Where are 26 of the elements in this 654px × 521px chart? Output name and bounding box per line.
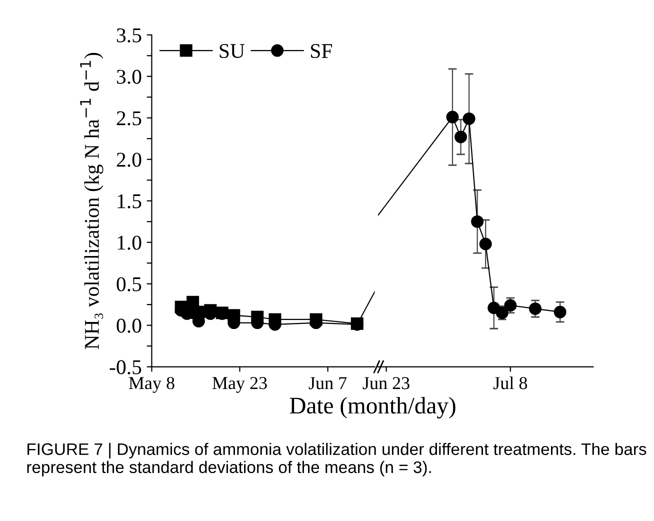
y-tick-label: 1.5 xyxy=(118,194,142,208)
y-tick-label: 3.0 xyxy=(116,70,142,84)
y-tick-label: 2.5 xyxy=(116,111,142,126)
legend-label: SU xyxy=(220,44,245,58)
y-tick-label: 0.5 xyxy=(116,277,142,292)
point xyxy=(446,110,459,124)
point xyxy=(529,302,542,315)
y-tick-label: 0.0 xyxy=(116,318,142,333)
y-tick-label: -0.5 xyxy=(110,360,142,374)
y-axis-title: NH₃ volatilization (kg N ha$^{−1}$ d$^{−1}$) xyxy=(80,52,104,350)
point xyxy=(479,238,492,250)
point xyxy=(471,215,484,228)
y-tick-label: 3.5 xyxy=(116,28,142,42)
point xyxy=(462,112,476,125)
x-tick-label: Jun 23 xyxy=(362,377,410,390)
x-tick-label: May 8 xyxy=(128,376,174,393)
x-axis-title: Date (month/day) xyxy=(290,397,456,418)
x-tick-label: Jul 8 xyxy=(493,376,528,390)
point xyxy=(554,306,566,318)
x-tick-label: May 23 xyxy=(212,377,267,393)
x-tick-label: Jun 7 xyxy=(308,377,347,390)
y-tick-label: 1.0 xyxy=(118,236,142,250)
point xyxy=(454,130,468,144)
y-tick-label: 2.0 xyxy=(116,152,142,167)
legend-label: SF xyxy=(311,44,332,58)
caption: FIGURE 7 | Dynamics of ammonia volatilization under different treatments. The bars represent the standard deviations of the means (n = 3). xyxy=(27,442,646,476)
